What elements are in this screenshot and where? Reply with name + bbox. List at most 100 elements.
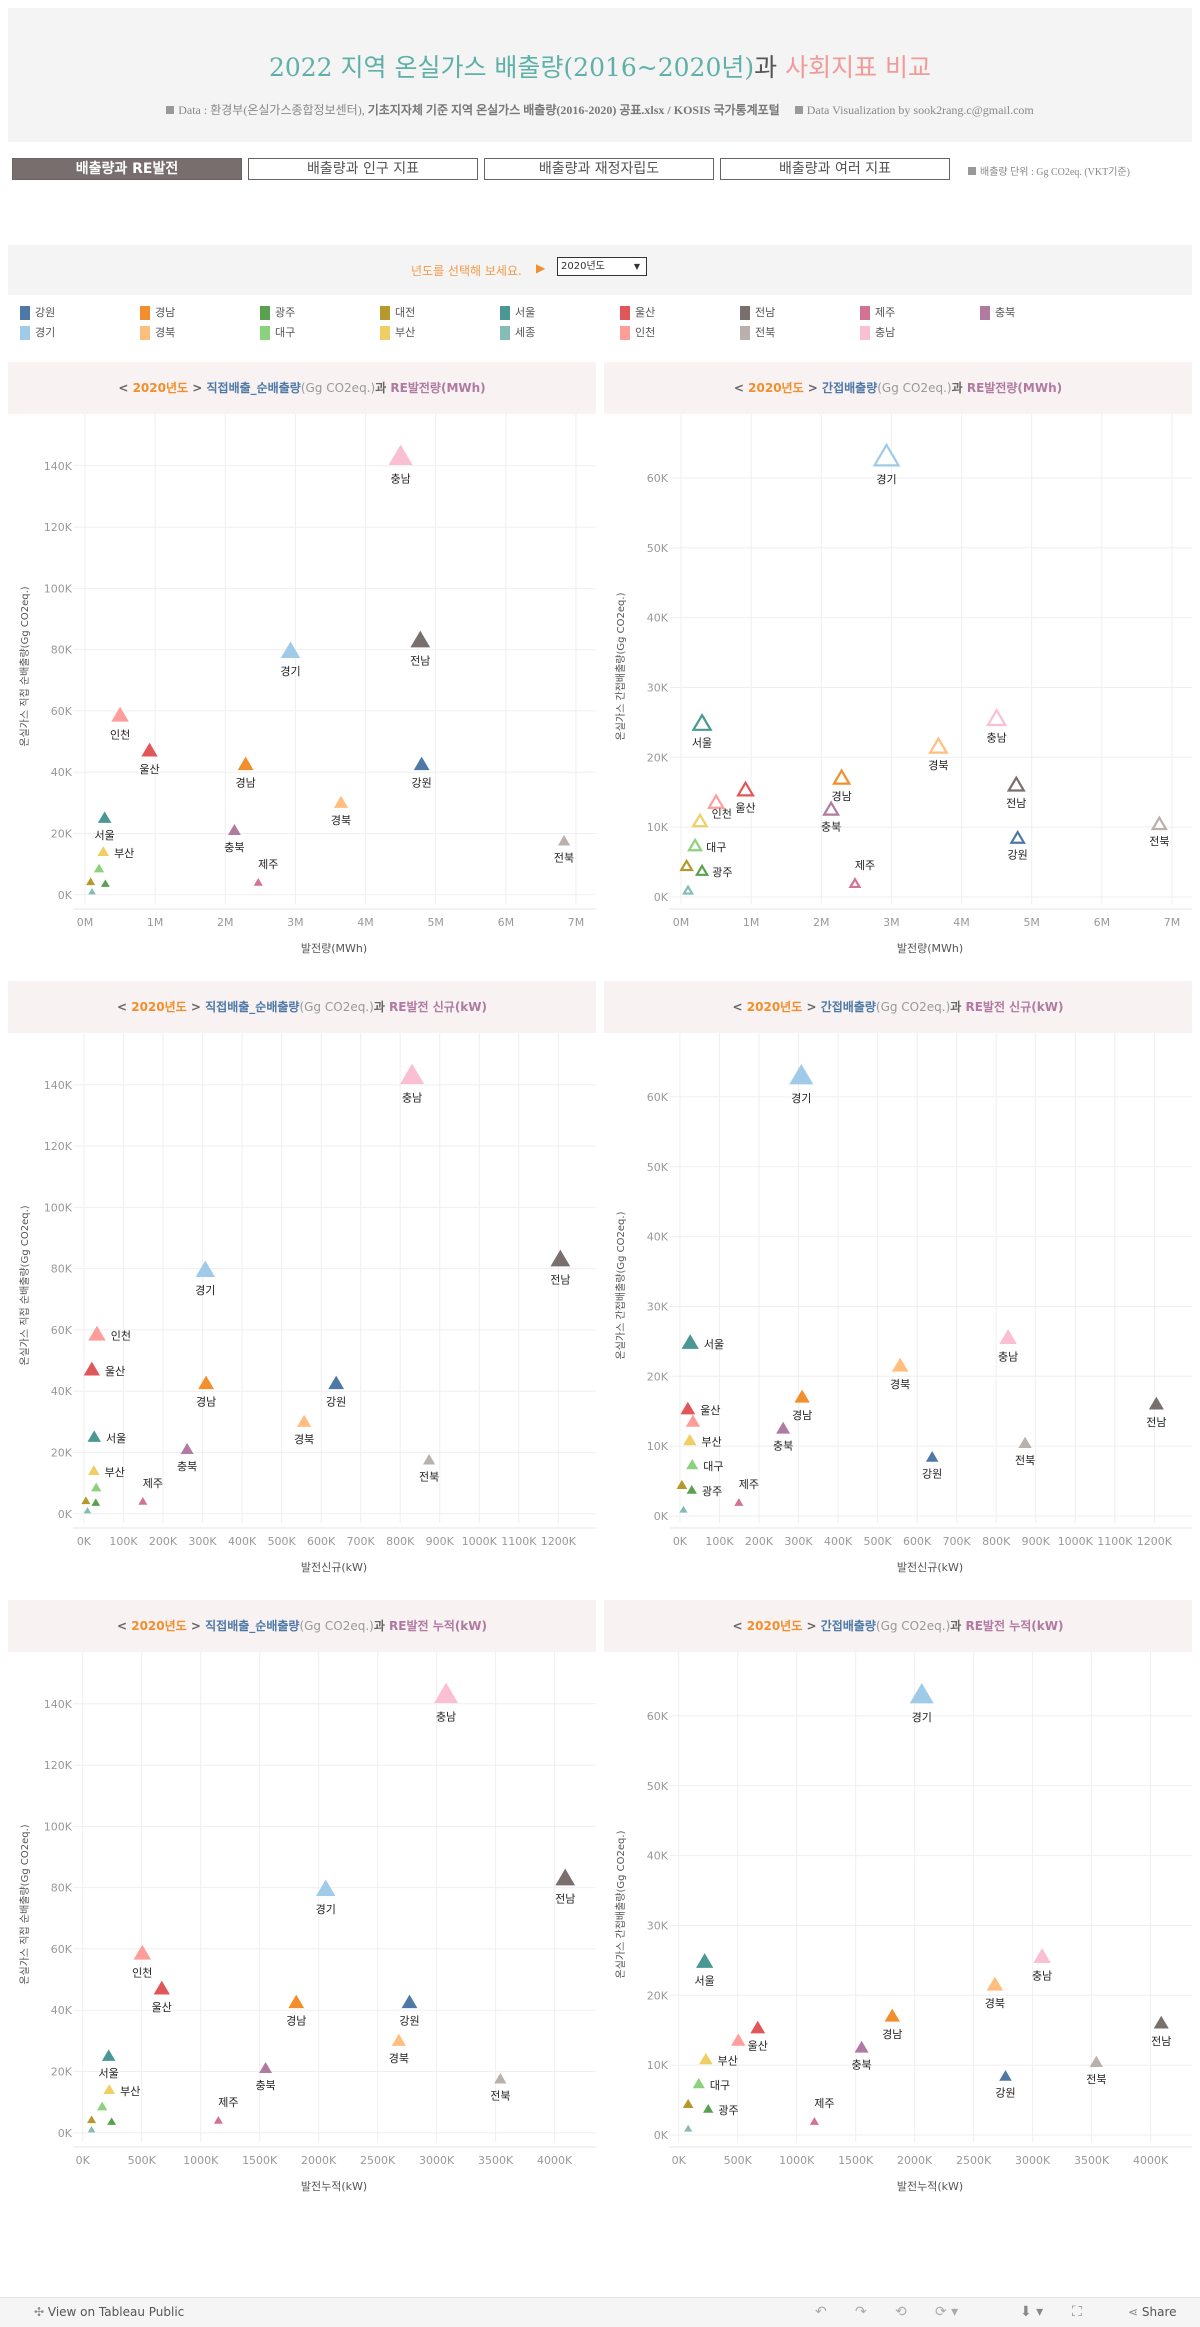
data-point[interactable] <box>691 712 713 731</box>
data-point[interactable] <box>87 2115 97 2124</box>
data-point[interactable] <box>1089 2055 1103 2068</box>
data-point[interactable] <box>97 846 110 856</box>
data-point[interactable] <box>227 824 241 835</box>
share-button[interactable]: ⋖ Share <box>1128 2305 1177 2319</box>
data-point[interactable] <box>86 877 96 886</box>
data-point[interactable] <box>794 1389 810 1403</box>
data-point[interactable] <box>198 1375 215 1390</box>
data-point[interactable] <box>138 1497 148 1505</box>
data-point[interactable] <box>872 442 901 467</box>
data-point[interactable] <box>809 2117 819 2125</box>
legend-item[interactable]: 강원 <box>20 306 55 320</box>
data-point[interactable] <box>153 1980 170 1995</box>
data-point[interactable] <box>288 1994 305 2009</box>
data-point[interactable] <box>986 1976 1004 1991</box>
data-point[interactable] <box>686 1458 699 1470</box>
data-point[interactable] <box>789 1063 814 1085</box>
data-point[interactable] <box>687 837 704 852</box>
data-point[interactable] <box>100 879 110 887</box>
data-point[interactable] <box>891 1357 909 1372</box>
data-point[interactable] <box>557 835 571 846</box>
fullscreen-icon[interactable]: ⛶ <box>1072 2304 1082 2320</box>
refresh-icon[interactable]: ⟳ ▾ <box>935 2304 959 2320</box>
data-point[interactable] <box>328 1375 345 1390</box>
download-icon[interactable]: ⬇ ▾ <box>1020 2304 1044 2320</box>
data-point[interactable] <box>691 812 709 828</box>
data-point[interactable] <box>680 1401 696 1415</box>
data-point[interactable] <box>237 756 254 771</box>
legend-item[interactable]: 부산 <box>380 326 415 340</box>
data-point[interactable] <box>734 1498 744 1506</box>
data-point[interactable] <box>410 630 431 648</box>
redo-icon[interactable]: ↷ <box>855 2304 867 2320</box>
data-point[interactable] <box>88 887 96 895</box>
data-point[interactable] <box>253 878 263 886</box>
data-point[interactable] <box>699 2052 713 2065</box>
data-point[interactable] <box>96 2101 108 2111</box>
data-point[interactable] <box>776 1421 791 1434</box>
data-point[interactable] <box>88 1325 106 1341</box>
legend-item[interactable]: 충북 <box>980 306 1015 320</box>
data-point[interactable] <box>1009 829 1026 844</box>
data-point[interactable] <box>1033 1948 1051 1963</box>
data-point[interactable] <box>87 1465 100 1475</box>
data-point[interactable] <box>107 2117 117 2125</box>
tab-emissions-fiscal[interactable]: 배출량과 재정자립도 <box>484 158 714 180</box>
data-point[interactable] <box>925 1451 939 1462</box>
data-point[interactable] <box>679 1505 688 1513</box>
data-point[interactable] <box>682 2098 694 2109</box>
data-point[interactable] <box>692 2077 705 2089</box>
data-point[interactable] <box>683 1433 697 1446</box>
data-point[interactable] <box>684 2124 693 2132</box>
data-point[interactable] <box>999 1329 1017 1344</box>
data-point[interactable] <box>736 780 755 797</box>
data-point[interactable] <box>550 1249 571 1267</box>
data-point[interactable] <box>706 793 726 809</box>
revert-icon[interactable]: ⟲ <box>895 2304 907 2320</box>
data-point[interactable] <box>703 2103 714 2113</box>
data-point[interactable] <box>928 736 949 754</box>
legend-item[interactable]: 충남 <box>860 326 895 340</box>
data-point[interactable] <box>83 1361 100 1376</box>
legend-item[interactable]: 울산 <box>620 306 655 320</box>
undo-icon[interactable]: ↶ <box>815 2304 827 2320</box>
data-point[interactable] <box>676 1479 688 1490</box>
data-point[interactable] <box>848 877 862 889</box>
year-select[interactable]: 2020년도 ▼ <box>557 257 647 276</box>
legend-item[interactable]: 경기 <box>20 326 55 340</box>
data-point[interactable] <box>93 863 105 873</box>
data-point[interactable] <box>494 2073 507 2084</box>
data-point[interactable] <box>1148 1396 1164 1410</box>
data-point[interactable] <box>83 1506 92 1514</box>
legend-item[interactable]: 세종 <box>500 326 535 340</box>
data-point[interactable] <box>111 706 129 722</box>
data-point[interactable] <box>1018 1436 1032 1449</box>
data-point[interactable] <box>133 1944 152 1960</box>
legend-item[interactable]: 인천 <box>620 326 655 340</box>
data-point[interactable] <box>388 444 413 465</box>
data-point[interactable] <box>141 742 158 757</box>
data-point[interactable] <box>832 768 852 785</box>
data-point[interactable] <box>333 795 349 808</box>
data-point[interactable] <box>195 1260 216 1277</box>
data-point[interactable] <box>555 1868 576 1886</box>
legend-item[interactable]: 광주 <box>260 306 295 320</box>
data-point[interactable] <box>685 1414 701 1427</box>
data-point[interactable] <box>297 1414 312 1427</box>
data-point[interactable] <box>413 756 430 771</box>
legend-item[interactable]: 제주 <box>860 306 895 320</box>
data-point[interactable] <box>822 800 841 816</box>
data-point[interactable] <box>87 2125 96 2133</box>
data-point[interactable] <box>909 1682 934 1704</box>
legend-item[interactable]: 대구 <box>260 326 295 340</box>
data-point[interactable] <box>682 884 695 895</box>
data-point[interactable] <box>434 1682 459 1703</box>
tab-emissions-population[interactable]: 배출량과 인구 지표 <box>248 158 478 180</box>
data-point[interactable] <box>681 1334 699 1349</box>
data-point[interactable] <box>696 1953 714 1968</box>
data-point[interactable] <box>1006 775 1026 792</box>
legend-item[interactable]: 전남 <box>740 306 775 320</box>
tab-emissions-re[interactable]: 배출량과 RE발전 <box>12 158 242 180</box>
legend-item[interactable]: 경북 <box>140 326 175 340</box>
data-point[interactable] <box>686 1484 697 1494</box>
